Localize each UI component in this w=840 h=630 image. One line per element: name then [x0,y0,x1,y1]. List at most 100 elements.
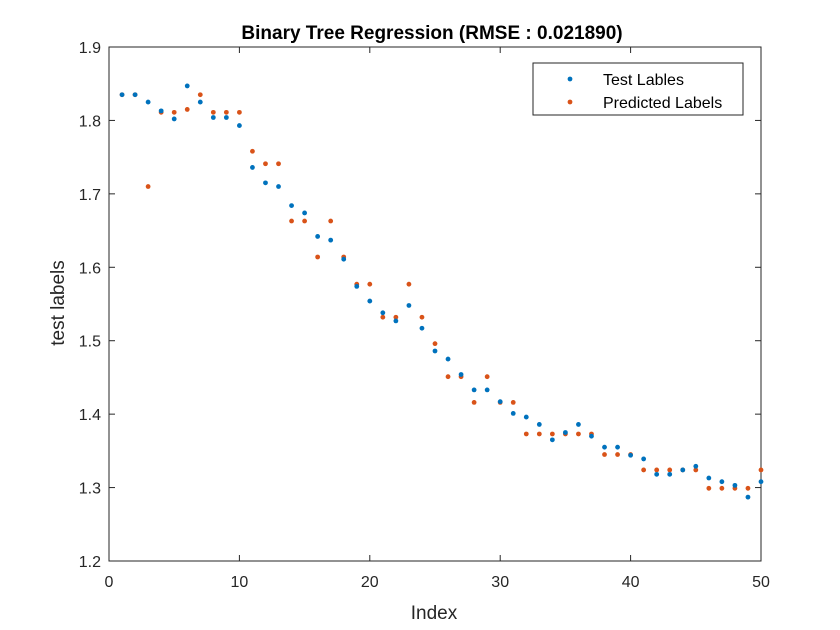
x-tick-label: 50 [752,574,770,591]
chart-title: Binary Tree Regression (RMSE : 0.021890) [241,23,622,44]
data-point [549,437,555,443]
data-point [119,92,125,98]
data-point [210,109,216,115]
data-point [328,218,334,224]
y-tick-label: 1.4 [79,407,101,424]
data-point [654,467,660,473]
data-point [380,314,386,320]
y-tick-label: 1.6 [79,260,101,277]
data-point [406,303,412,308]
data-point [184,83,190,89]
data-point [536,422,542,427]
data-point [576,422,581,427]
plot-area-frame [108,46,762,562]
x-tick-label: 20 [361,574,379,591]
y-tick-label: 1.8 [79,113,101,130]
data-point [223,109,229,115]
data-point [445,374,451,380]
data-point [497,399,503,405]
data-point [171,109,177,115]
data-point [393,318,399,324]
data-point [250,165,255,170]
data-point [432,341,438,347]
data-point [667,471,673,477]
data-point [484,387,490,393]
data-point [549,431,555,437]
x-tick-label: 0 [105,574,114,591]
data-point [380,310,386,316]
data-point [367,281,373,287]
data-point [706,485,712,491]
data-point [641,467,647,473]
data-point [393,314,399,320]
data-point [289,218,294,224]
data-point [458,372,464,377]
data-point [536,431,542,437]
data-point [328,237,334,243]
legend: Test Lables Predicted Labels [532,62,744,116]
data-point [223,115,229,120]
data-point [263,161,268,167]
data-point [367,298,373,304]
data-point [732,482,738,488]
data-point [132,92,138,98]
data-point [693,463,699,469]
legend-box [532,62,744,116]
data-point [419,325,425,331]
data-point [719,485,725,491]
data-point [563,430,568,435]
data-point [706,475,712,481]
x-tick-label: 40 [622,574,640,591]
data-point [667,467,673,473]
data-point [602,452,607,457]
x-axis-title: Index [411,603,458,624]
data-point [302,218,307,224]
data-point [602,444,607,450]
y-axis-title: test labels [48,260,69,346]
data-point [276,161,281,167]
data-point [615,452,620,457]
axes: 0 10 20 30 40 50 1.2 1.3 1.4 1.5 1.6 1.7 1.8 1.9 [79,40,770,591]
y-tick-label: 1.5 [79,334,101,351]
data-point [510,411,516,416]
data-point [471,399,477,405]
data-point [197,99,203,105]
data-point [263,180,268,186]
data-point [641,456,647,462]
data-point [693,467,699,473]
data-point [315,254,321,260]
data-point [471,387,477,393]
series-0 [119,83,764,500]
data-point [484,374,490,380]
data-point [171,116,177,122]
legend-marker [567,99,573,105]
data-point [341,256,347,262]
data-point [302,210,307,216]
x-tick-label: 10 [231,574,249,591]
series-1 [119,92,764,491]
legend-label: Predicted Labels [603,95,722,112]
data-point [758,467,764,473]
data-point [419,314,425,320]
data-points [119,83,764,500]
data-point [197,92,203,98]
data-point [654,471,660,477]
data-point [432,348,438,354]
data-point [237,109,242,115]
data-point [589,433,594,439]
data-point [354,283,360,289]
data-point [510,399,516,405]
data-point [628,452,633,458]
y-tick-label: 1.9 [79,40,101,57]
data-point [615,444,620,450]
data-point [523,431,529,437]
data-point [680,467,686,473]
data-point [210,115,216,120]
data-point [745,494,751,500]
data-point [406,281,412,287]
legend-label: Test Lables [603,72,684,89]
data-point [745,485,751,491]
legend-marker [567,76,573,82]
